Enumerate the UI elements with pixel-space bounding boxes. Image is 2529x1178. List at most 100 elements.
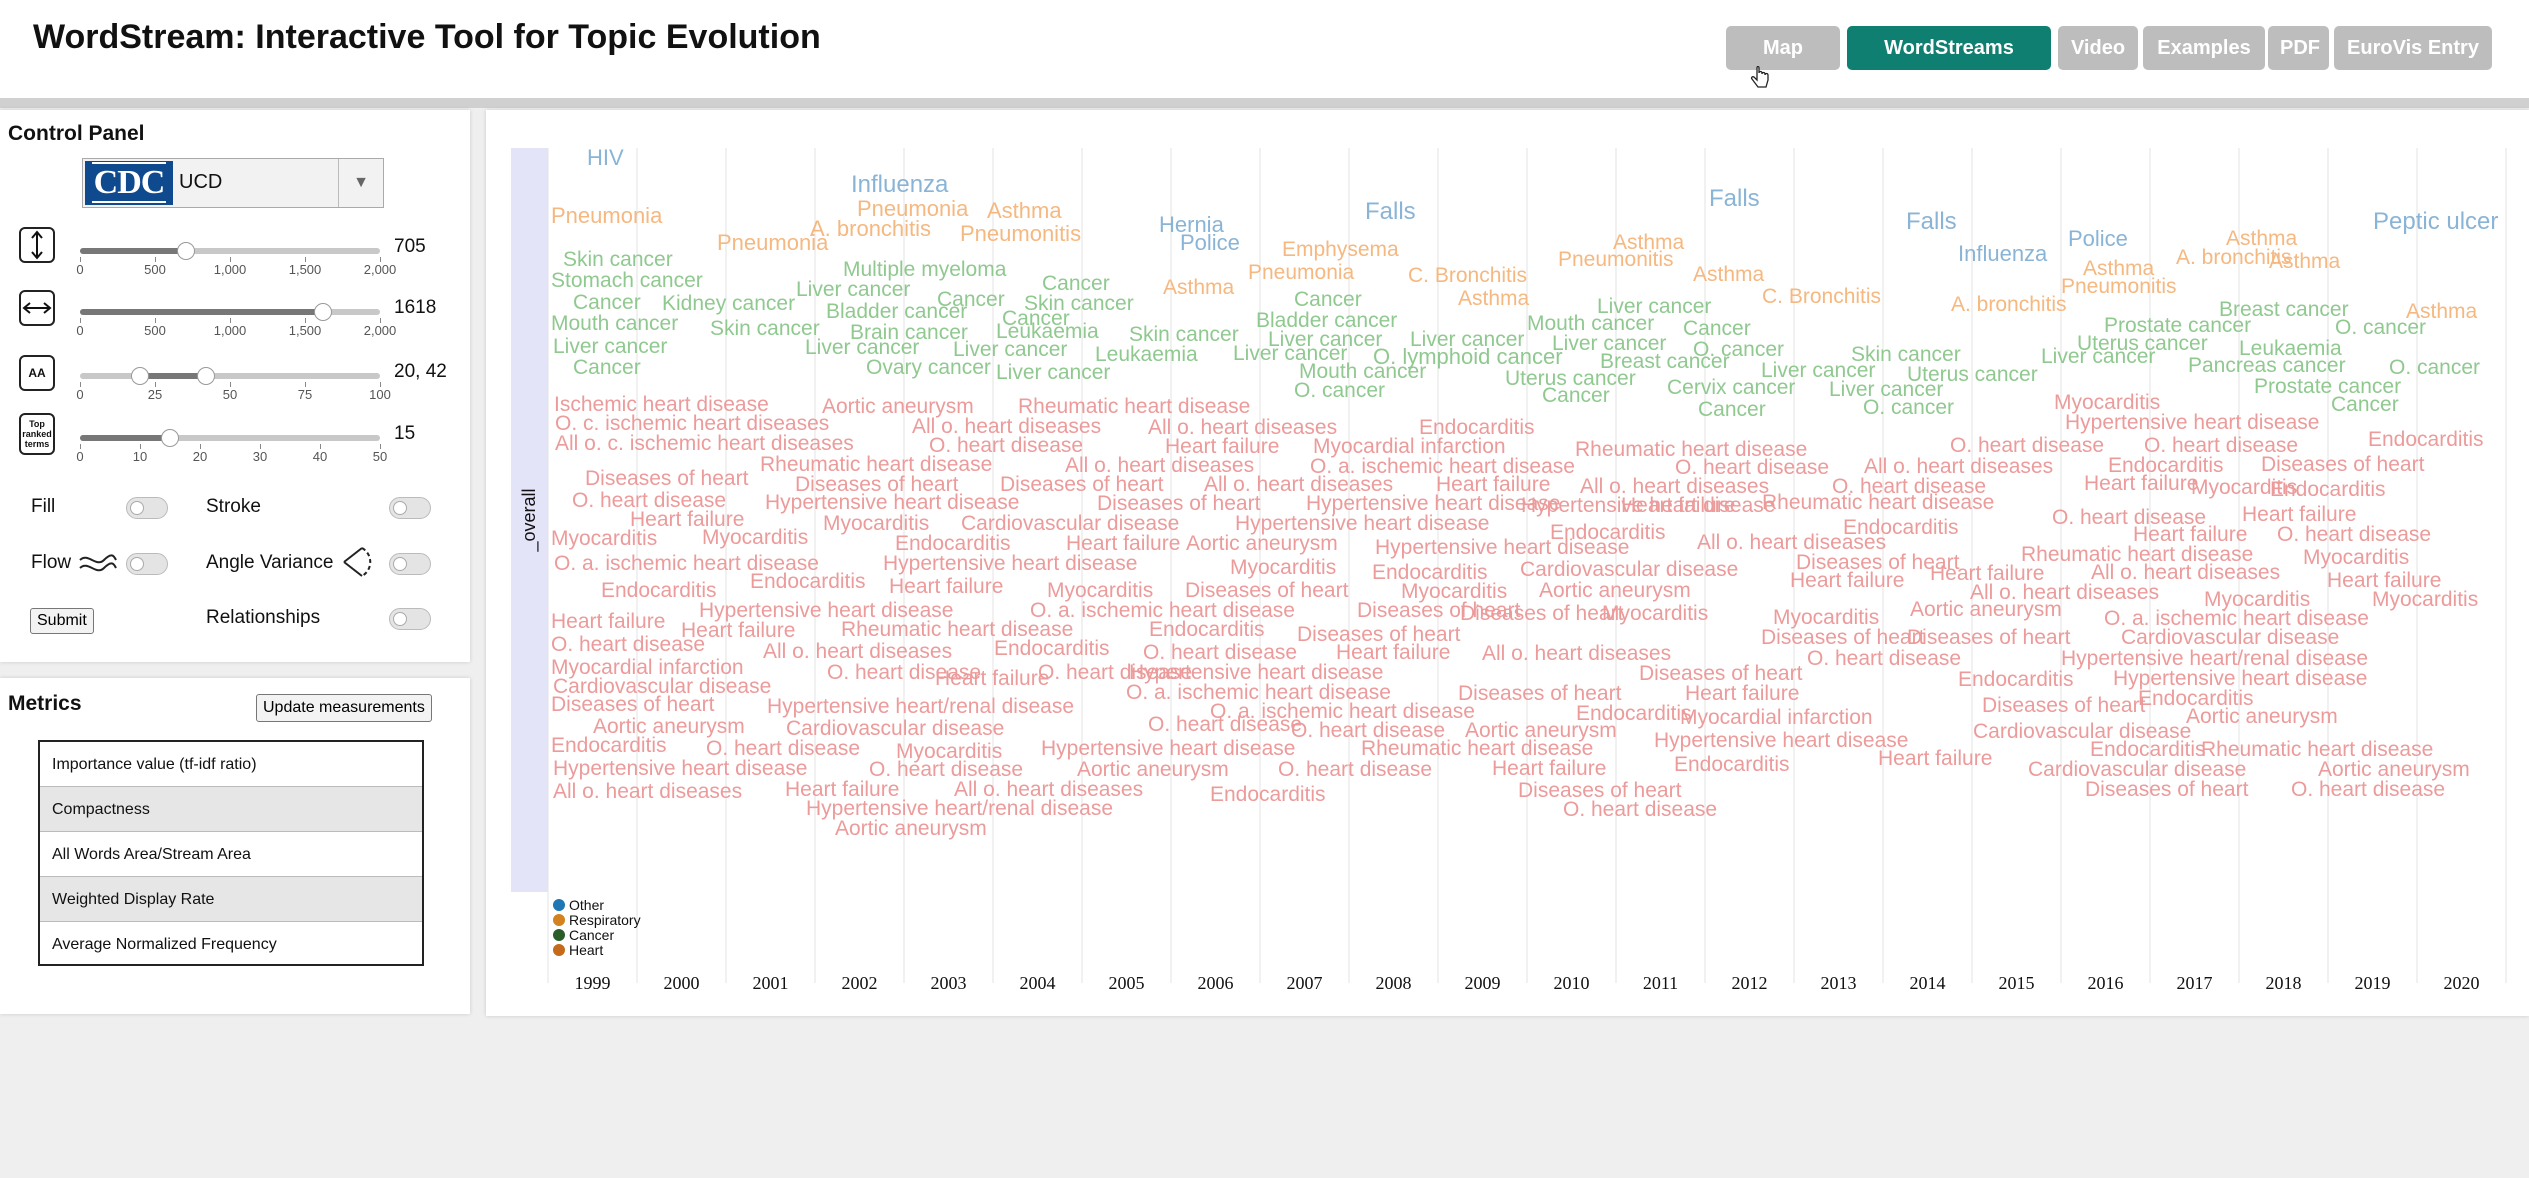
stream-word[interactable]: Diseases of heart: [1097, 492, 1261, 515]
font-size-min-thumb[interactable]: [131, 367, 149, 385]
update-measurements-button[interactable]: Update measurements: [256, 694, 432, 722]
stream-word[interactable]: Liver cancer: [953, 338, 1067, 361]
stream-word[interactable]: All o. heart diseases: [1864, 455, 2053, 478]
stream-word[interactable]: Hypertensive heart/renal disease: [806, 797, 1113, 820]
stream-word[interactable]: Ischemic heart disease: [554, 393, 769, 416]
stream-word[interactable]: All o. heart diseases: [2091, 561, 2280, 584]
stream-word[interactable]: Aortic aneurysm: [1910, 598, 2062, 621]
stream-word[interactable]: All o. c. ischemic heart diseases: [555, 432, 854, 455]
stream-word[interactable]: Asthma: [1163, 276, 1235, 299]
stream-word[interactable]: Hypertensive heart disease: [1129, 661, 1383, 684]
video-button[interactable]: Video: [2058, 26, 2138, 70]
angle-variance-toggle[interactable]: [389, 553, 431, 575]
stream-word[interactable]: Endocarditis: [2108, 454, 2224, 477]
stream-word[interactable]: Cervix cancer: [1667, 376, 1795, 399]
stream-word[interactable]: Diseases of heart: [551, 693, 715, 716]
stream-word[interactable]: Leukaemia: [1095, 343, 1198, 366]
dataset-select[interactable]: CDC UCD ▼: [82, 158, 384, 208]
stream-word[interactable]: Police: [2068, 226, 2128, 251]
stream-word[interactable]: O. heart disease: [706, 737, 860, 760]
stream-word[interactable]: Endocarditis: [2090, 738, 2206, 761]
stream-word[interactable]: A. bronchitis: [2176, 246, 2292, 269]
stream-word[interactable]: Hypertensive heart disease: [553, 757, 807, 780]
width-slider[interactable]: [80, 303, 380, 321]
font-size-max-thumb[interactable]: [197, 367, 215, 385]
stream-word[interactable]: Rheumatic heart disease: [760, 453, 992, 476]
stream-word[interactable]: Skin cancer: [1851, 343, 1961, 366]
fill-toggle[interactable]: [126, 497, 168, 519]
stream-word[interactable]: Myocarditis: [2054, 391, 2160, 414]
stream-word[interactable]: Leukaemia: [2239, 337, 2342, 360]
stream-word[interactable]: Endocarditis: [1958, 668, 2074, 691]
stream-word[interactable]: Heart failure: [1878, 747, 1992, 770]
stream-word[interactable]: O. lymphoid cancer: [1373, 344, 1563, 369]
chevron-down-icon[interactable]: ▼: [338, 159, 383, 207]
stream-word[interactable]: Asthma: [1613, 231, 1685, 254]
stream-word[interactable]: All o. heart diseases: [954, 778, 1143, 801]
stream-word[interactable]: Endocarditis: [1149, 618, 1265, 641]
stream-word[interactable]: Heart failure: [2084, 472, 2198, 495]
stream-word[interactable]: O. heart disease: [1807, 647, 1961, 670]
stream-word[interactable]: Hypertensive heart/renal disease: [2061, 647, 2368, 670]
stream-word[interactable]: Hypertensive heart disease: [765, 491, 1019, 514]
stream-word[interactable]: Myocarditis: [1602, 602, 1708, 625]
stream-word[interactable]: O. heart disease: [2144, 434, 2298, 457]
stream-word[interactable]: Diseases of heart: [2261, 453, 2425, 476]
stream-word[interactable]: Heart failure: [1336, 641, 1450, 664]
stream-word[interactable]: Asthma: [2226, 227, 2298, 250]
height-slider[interactable]: [80, 242, 380, 260]
stream-word[interactable]: Myocarditis: [2191, 476, 2297, 499]
stream-word[interactable]: Myocarditis: [1047, 579, 1153, 602]
stream-word[interactable]: Hypertensive heart disease: [1041, 737, 1295, 760]
stream-word[interactable]: Heart failure: [889, 575, 1003, 598]
stream-word[interactable]: Pneumonia: [717, 230, 829, 255]
stream-word[interactable]: Cancer: [937, 288, 1005, 311]
stream-word[interactable]: O. heart disease: [551, 633, 705, 656]
stream-word[interactable]: All o. heart diseases: [1482, 642, 1671, 665]
stream-word[interactable]: Diseases of heart: [1761, 626, 1925, 649]
stream-word[interactable]: Asthma: [2083, 257, 2155, 280]
stream-word[interactable]: All o. heart diseases: [553, 780, 742, 803]
stream-word[interactable]: O. heart disease: [2291, 778, 2445, 801]
stream-word[interactable]: A. bronchitis: [1951, 293, 2067, 316]
wordstreams-view-button[interactable]: WordStreams View: [1847, 26, 2051, 103]
stream-word[interactable]: Liver cancer: [1552, 332, 1666, 355]
stream-word[interactable]: Endocarditis: [1210, 783, 1326, 806]
stream-word[interactable]: Asthma: [987, 198, 1062, 223]
stream-word[interactable]: Diseases of heart: [2085, 778, 2249, 801]
stream-word[interactable]: Liver cancer: [1597, 295, 1711, 318]
stroke-toggle[interactable]: [389, 497, 431, 519]
stream-word[interactable]: Skin cancer: [1129, 323, 1239, 346]
stream-word[interactable]: Liver cancer: [1268, 328, 1382, 351]
stream-word[interactable]: Heart failure: [2242, 503, 2356, 526]
stream-word[interactable]: O. cancer: [1693, 338, 1784, 361]
stream-word[interactable]: Asthma: [2406, 300, 2478, 323]
stream-word[interactable]: Diseases of heart: [1796, 551, 1960, 574]
stream-word[interactable]: Endocarditis: [750, 570, 866, 593]
stream-word[interactable]: C. Bronchitis: [1408, 264, 1527, 287]
stream-word[interactable]: O. heart disease: [929, 434, 1083, 457]
stream-word[interactable]: Liver cancer: [996, 361, 1110, 384]
stream-word[interactable]: O. a. ischemic heart disease: [1030, 599, 1295, 622]
stream-word[interactable]: Hypertensive heart disease: [699, 599, 953, 622]
stream-word[interactable]: Aortic aneurysm: [2186, 705, 2338, 728]
stream-word[interactable]: O. a. ischemic heart disease: [2104, 607, 2369, 630]
stream-word[interactable]: Heart failure: [935, 667, 1049, 690]
stream-word[interactable]: O. heart disease: [2277, 523, 2431, 546]
stream-word[interactable]: Skin cancer: [1024, 292, 1134, 315]
stream-word[interactable]: Myocardial infarction: [1680, 706, 1873, 729]
stream-word[interactable]: Myocarditis: [896, 740, 1002, 763]
stream-word[interactable]: Pneumonitis: [960, 221, 1081, 246]
stream-word[interactable]: Endocarditis: [1674, 753, 1790, 776]
stream-word[interactable]: Cancer: [2331, 393, 2399, 416]
stream-word[interactable]: Myocarditis: [2372, 588, 2478, 611]
stream-word[interactable]: Liver cancer: [1829, 378, 1943, 401]
stream-word[interactable]: O. a. ischemic heart disease: [1210, 700, 1475, 723]
stream-word[interactable]: Endocarditis: [601, 579, 717, 602]
stream-word[interactable]: Cardiovascular disease: [2121, 626, 2339, 649]
stream-word[interactable]: O. cancer: [1294, 379, 1385, 402]
stream-word[interactable]: C. Bronchitis: [1762, 285, 1881, 308]
stream-word[interactable]: Liver cancer: [553, 335, 667, 358]
stream-word[interactable]: Cardiovascular disease: [1520, 558, 1738, 581]
stream-word[interactable]: Pneumonia: [551, 203, 663, 228]
